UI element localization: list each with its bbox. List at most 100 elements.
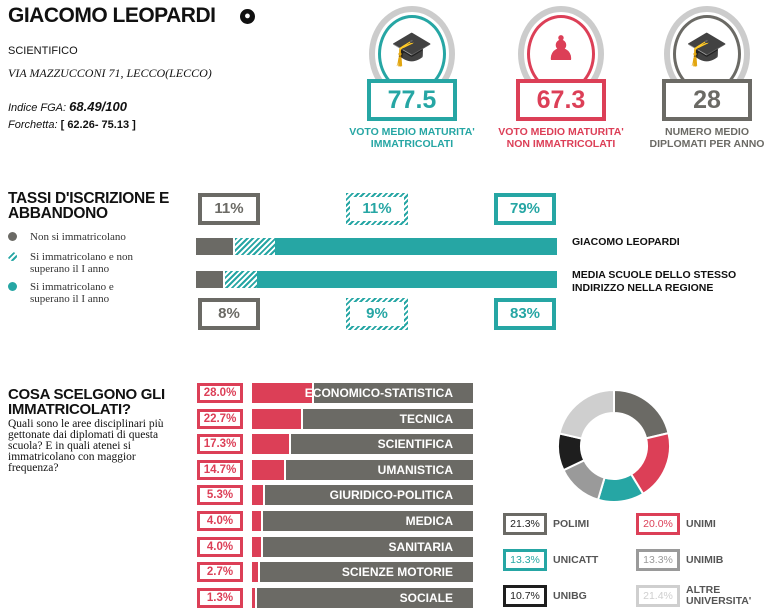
university-percent: 13.3% <box>503 549 547 571</box>
rate-box: 83% <box>494 298 556 330</box>
rate-box: 79% <box>494 193 556 225</box>
rate-box: 8% <box>198 298 260 330</box>
area-bar: SCIENZE MOTORIE <box>252 562 473 583</box>
stat-label: VOTO MEDIO MATURITA' IMMATRICOLATI <box>349 126 475 150</box>
globe-icon[interactable]: ● <box>240 9 255 24</box>
area-percent: 28.0% <box>197 383 243 403</box>
stat-voto-non-immatricolati: ♟ 67.3 VOTO MEDIO MATURITA' NON IMMATRICOL… <box>498 6 624 156</box>
stat-voto-immatricolati: 🎓 77.5 VOTO MEDIO MATURITA' IMMATRICOLATI <box>349 6 475 156</box>
area-label: UMANISTICA <box>377 462 453 477</box>
university-label: ALTRE UNIVERSITA' <box>686 584 752 607</box>
universities-donut <box>557 388 671 503</box>
area-percent: 22.7% <box>197 408 243 429</box>
stat-value: 77.5 <box>367 79 457 121</box>
stat-label: NUMERO MEDIO DIPLOMATI PER ANNO <box>649 126 765 150</box>
rate-segment <box>235 238 275 255</box>
university-percent: 21.4% <box>636 585 680 607</box>
fga-label: Indice FGA: <box>8 102 67 114</box>
area-row: 1.3% SOCIALE <box>197 587 473 608</box>
donut-slice-altre-universita- <box>558 388 615 440</box>
dot-icon <box>8 232 17 241</box>
area-label: SCIENZE MOTORIE <box>341 565 453 580</box>
area-percent: 4.0% <box>197 511 243 531</box>
tassi-title: TASSI D'ISCRIZIONE E ABBANDONO <box>8 190 170 222</box>
area-bar-fill <box>252 511 263 531</box>
fga-value: 68.49/100 <box>69 99 127 114</box>
area-label: ECONOMICO-STATISTICA <box>304 386 453 400</box>
area-bar-fill <box>252 587 257 608</box>
stat-diplomati: 🎓 28 NUMERO MEDIO DIPLOMATI PER ANNO <box>650 6 764 156</box>
university-label: UNIBG <box>553 590 587 602</box>
university-label: UNICATT <box>553 554 599 566</box>
rate-bar-label: GIACOMO LEOPARDI <box>572 236 680 248</box>
area-label: MEDICA <box>405 514 453 528</box>
rate-segment <box>257 271 557 288</box>
hatched-dot-icon <box>8 252 17 261</box>
area-bar-fill <box>252 408 303 429</box>
area-row: 4.0% MEDICA <box>197 511 473 531</box>
area-row: 28.0% ECONOMICO-STATISTICA <box>197 383 473 403</box>
university-label: POLIMI <box>553 518 590 530</box>
area-bar: UMANISTICA <box>252 459 473 480</box>
area-row: 22.7% TECNICA <box>197 408 473 429</box>
area-bar-fill <box>252 434 292 455</box>
graduate-icon: 🎓 <box>673 15 741 93</box>
rate-bar-label: MEDIA SCUOLE DELLO STESSO INDIRIZZO NELL… <box>572 269 737 294</box>
area-row: 4.0% SANITARIA <box>197 536 473 557</box>
area-row: 2.7% SCIENZE MOTORIE <box>197 562 473 583</box>
area-label: SOCIALE <box>399 590 453 605</box>
area-row: 17.3% SCIENTIFICA <box>197 434 473 455</box>
area-bar: GIURIDICO-POLITICA <box>252 485 473 506</box>
stat-value: 28 <box>662 79 752 121</box>
area-percent: 4.0% <box>197 536 243 557</box>
scelte-title: COSA SCELGONO GLI IMMATRICOLATI? <box>8 386 165 418</box>
area-label: GIURIDICO-POLITICA <box>329 488 453 503</box>
area-percent: 1.3% <box>197 587 243 608</box>
area-row: 14.7% UMANISTICA <box>197 459 473 480</box>
donut-slice-polimi <box>613 388 670 440</box>
university-percent: 10.7% <box>503 585 547 607</box>
area-bar: TECNICA <box>252 408 473 429</box>
university-percent: 21.3% <box>503 513 547 535</box>
school-address: VIA MAZZUCCONI 71, LECCO(LECCO) <box>8 66 212 80</box>
rate-box: 11% <box>198 193 260 225</box>
rate-box: 11% <box>346 193 408 225</box>
area-bar: SCIENTIFICA <box>252 434 473 455</box>
area-percent: 14.7% <box>197 459 243 480</box>
area-bar: ECONOMICO-STATISTICA <box>252 383 473 403</box>
rate-bar-region <box>196 271 557 288</box>
area-bar-fill <box>252 536 263 557</box>
stat-value: 67.3 <box>516 79 606 121</box>
area-percent: 5.3% <box>197 485 243 506</box>
range-label: Forchetta: <box>8 119 58 131</box>
rate-segment <box>274 238 557 255</box>
dot-icon <box>8 282 17 291</box>
university-percent: 13.3% <box>636 549 680 571</box>
area-label: SANITARIA <box>388 539 453 554</box>
rate-segment <box>196 238 236 255</box>
area-label: TECNICA <box>399 411 453 426</box>
scelte-description: Quali sono le aree disciplinari più gett… <box>8 418 164 474</box>
area-bar: SOCIALE <box>252 587 473 608</box>
area-bar-fill <box>252 383 315 403</box>
school-name: GIACOMO LEOPARDI <box>8 4 216 27</box>
area-bar-fill <box>252 562 260 583</box>
area-bar-fill <box>252 459 286 480</box>
range-value: [ 62.26- 75.13 ] <box>60 119 136 131</box>
area-percent: 17.3% <box>197 434 243 455</box>
rate-box: 9% <box>346 298 408 330</box>
area-label: SCIENTIFICA <box>377 437 453 452</box>
area-percent: 2.7% <box>197 562 243 583</box>
university-label: UNIMIB <box>686 554 724 566</box>
area-bar-fill <box>252 485 266 506</box>
area-bar: SANITARIA <box>252 536 473 557</box>
school-type: SCIENTIFICO <box>8 45 78 57</box>
stat-label: VOTO MEDIO MATURITA' NON IMMATRICOLATI <box>498 126 624 150</box>
rate-segment <box>196 271 225 288</box>
rate-bar-school <box>196 238 557 255</box>
university-label: UNIMI <box>686 518 716 530</box>
university-percent: 20.0% <box>636 513 680 535</box>
rate-segment <box>224 271 258 288</box>
area-row: 5.3% GIURIDICO-POLITICA <box>197 485 473 506</box>
area-bar: MEDICA <box>252 511 473 531</box>
